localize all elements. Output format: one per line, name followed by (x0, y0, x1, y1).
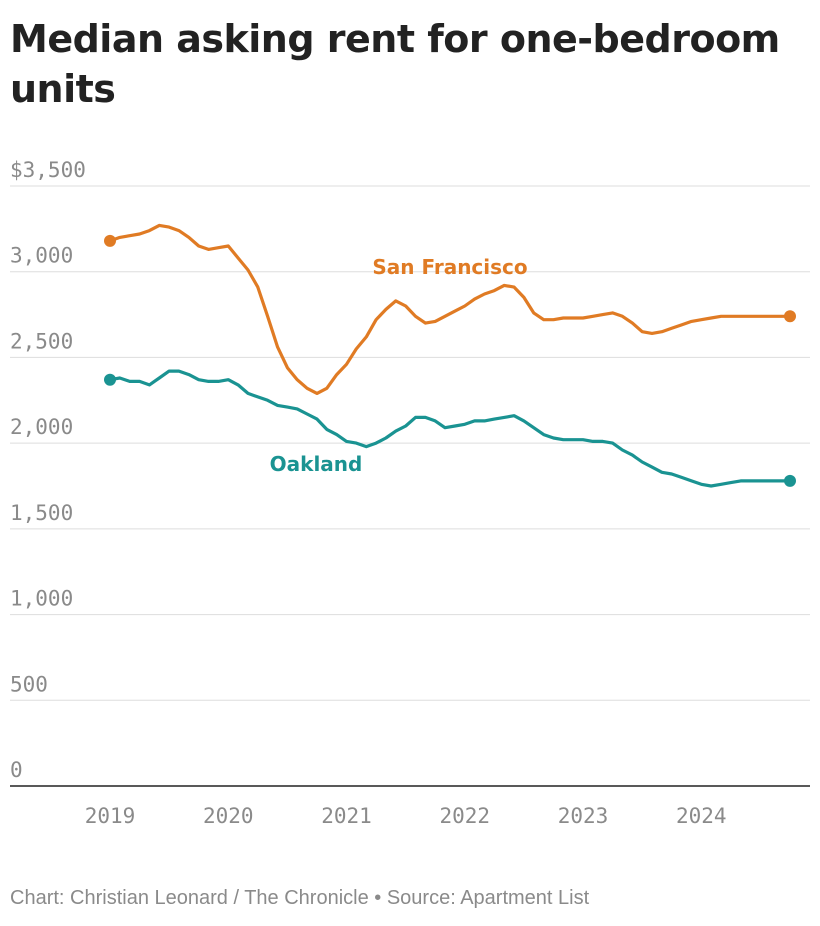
x-tick-label: 2023 (558, 804, 609, 828)
y-tick-label: 0 (10, 758, 23, 782)
series-lines (104, 223, 796, 488)
series-label: Oakland (270, 452, 363, 476)
y-axis-tick-labels: $3,500 3,000 2,500 2,000 1,500 1,000 500 0 (10, 158, 86, 782)
x-tick-label: 2021 (321, 804, 372, 828)
x-axis-tick-labels: 2019 2020 2021 2022 2023 2024 (85, 804, 727, 828)
credit-text: Chart: Christian Leonard / The Chronicle (10, 887, 369, 909)
series-line-0 (108, 223, 792, 395)
series-line-1 (108, 369, 792, 488)
x-tick-label: 2022 (439, 804, 490, 828)
series-label: San Francisco (372, 255, 527, 279)
y-tick-label: 500 (10, 672, 48, 696)
line-chart: $3,500 3,000 2,500 2,000 1,500 1,000 500 0 2019… (10, 158, 810, 828)
y-tick-label: 2,000 (10, 415, 73, 439)
x-tick-label: 2020 (203, 804, 254, 828)
chart-title: Median asking rent for one-bedroom units (10, 17, 780, 111)
y-tick-label: 2,500 (10, 329, 73, 353)
y-tick-label: $3,500 (10, 158, 86, 182)
x-tick-label: 2024 (676, 804, 727, 828)
y-tick-label: 1,000 (10, 587, 73, 611)
y-tick-label: 1,500 (10, 501, 73, 525)
y-tick-label: 3,000 (10, 244, 73, 268)
footer-separator: • (368, 887, 387, 909)
series-end-point (784, 310, 796, 323)
source-text: Source: Apartment List (386, 887, 590, 909)
x-tick-label: 2019 (85, 804, 136, 828)
series-end-point (784, 474, 796, 487)
series-labels: San Francisco Oakland (270, 255, 528, 476)
series-start-point (104, 234, 116, 247)
grid-lines (10, 185, 810, 787)
chart-footer: Chart: Christian Leonard / The Chronicle… (10, 887, 589, 910)
series-start-point (104, 373, 116, 386)
